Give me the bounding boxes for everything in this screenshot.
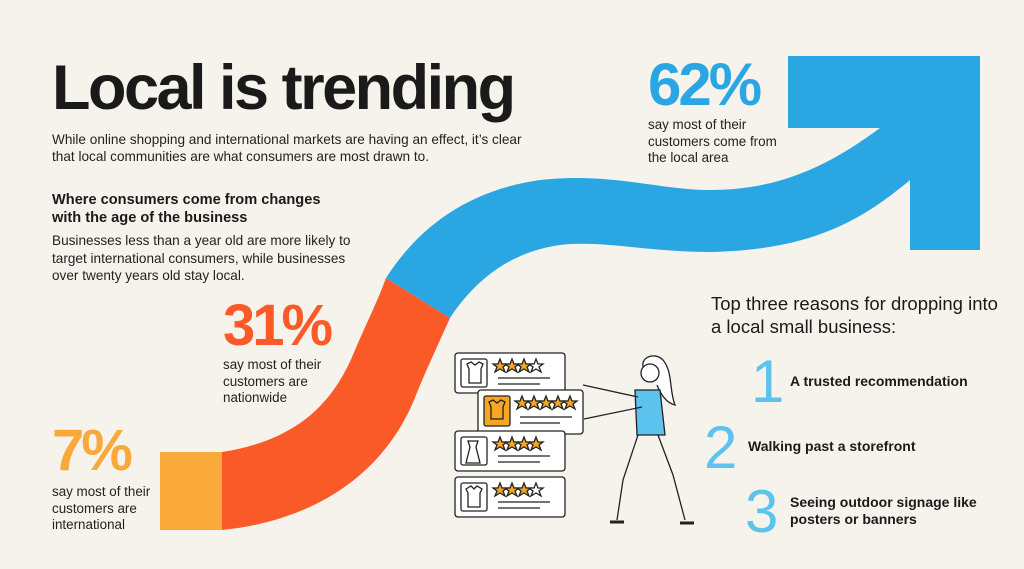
reasons-heading: Top three reasons for dropping into a lo… — [711, 293, 998, 337]
shirt-icon — [488, 399, 506, 420]
star-rating-icon — [513, 394, 579, 411]
intro-text: While online shopping and international … — [52, 132, 522, 164]
reason-1-label: A trusted recommendation — [790, 373, 968, 389]
shirt-icon — [465, 485, 483, 508]
arrow-local-segment — [386, 56, 980, 318]
star-rating-icon — [491, 481, 545, 498]
arrow-international-segment — [160, 452, 222, 530]
stat-local-value: 62% — [648, 51, 762, 118]
stat-nationwide-text: say most of their customers are nationwi… — [223, 357, 322, 405]
dress-icon — [465, 440, 481, 464]
review-card — [454, 430, 566, 472]
star-rating-icon — [491, 435, 545, 452]
reason-3-label: Seeing outdoor signage like posters or b… — [790, 494, 977, 527]
age-section-body: Businesses less than a year old are more… — [52, 233, 351, 283]
star-rating-icon — [491, 357, 545, 374]
stat-international-value: 7% — [52, 418, 133, 483]
age-section-heading: Where consumers come from changes with t… — [52, 192, 321, 226]
arrow-nationwide-segment — [222, 278, 450, 530]
shirt-icon — [466, 361, 484, 384]
reason-2-number: 2 — [704, 414, 738, 481]
reason-1-number: 1 — [751, 348, 785, 415]
stat-international-text: say most of their customers are internat… — [52, 484, 151, 532]
reason-2-label: Walking past a storefront — [748, 438, 916, 454]
reason-3-number: 3 — [745, 478, 779, 545]
page-title: Local is trending — [52, 53, 516, 123]
stat-nationwide-value: 31% — [223, 293, 333, 358]
review-card — [454, 476, 566, 518]
review-card-highlighted — [477, 389, 584, 435]
review-cards-illustration — [454, 352, 694, 525]
stat-local-text: say most of their customers come from th… — [648, 117, 777, 165]
person-pushing-card — [582, 355, 694, 525]
review-card — [454, 352, 566, 394]
